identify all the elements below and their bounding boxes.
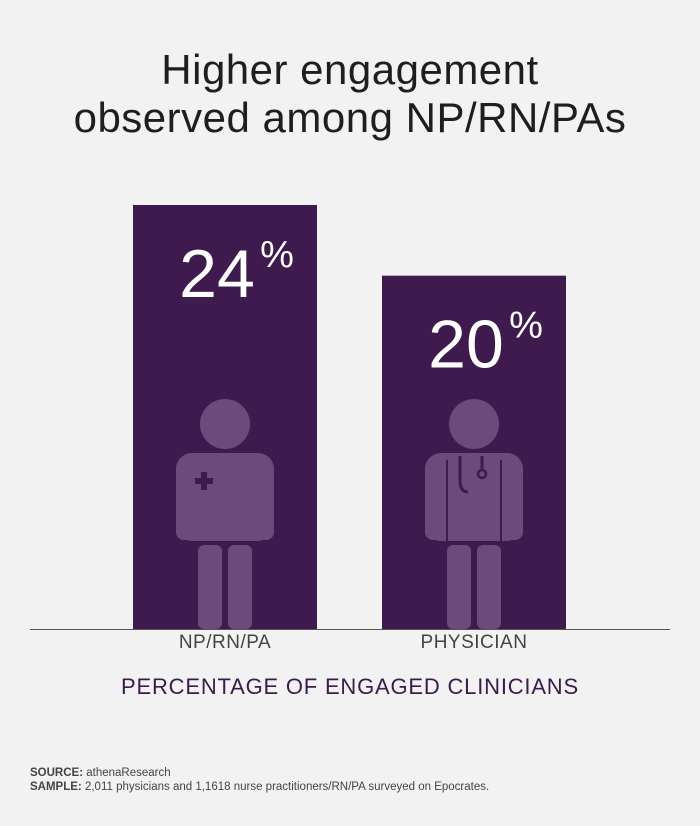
value-suffix: %: [260, 234, 294, 276]
sample-text: 2,011 physicians and 1,1618 nurse practi…: [84, 781, 490, 793]
bar-chart: 24 %20%: [30, 205, 670, 630]
source-line: SOURCE: athenaResearch: [30, 766, 489, 780]
physician-icon: [425, 399, 523, 629]
chart-title-line-1: Higher engagement: [161, 46, 539, 93]
icon-cross-horizontal: [195, 478, 213, 484]
icon-right-leg: [228, 545, 252, 629]
source-label: SOURCE:: [30, 767, 84, 779]
value-suffix: %: [509, 305, 543, 347]
bar-group-1: 20%: [382, 275, 566, 629]
icon-left-arm: [425, 470, 443, 540]
chart-title: Higher engagement observed among NP/RN/P…: [0, 46, 700, 142]
nurse-icon: [176, 399, 274, 629]
bar: [382, 275, 566, 629]
sample-label: SAMPLE:: [30, 781, 82, 793]
icon-right-arm: [505, 470, 523, 540]
icon-torso: [176, 453, 274, 541]
icon-torso: [425, 453, 523, 541]
x-tick-label-physician: PHYSICIAN: [420, 632, 528, 653]
icon-right-arm: [256, 470, 274, 540]
icon-head: [449, 399, 499, 449]
icon-left-leg: [447, 545, 471, 629]
x-tick-label-np-rn-pa: NP/RN/PA: [178, 632, 272, 653]
source-text: athenaResearch: [86, 767, 171, 779]
value-label: 20: [428, 307, 504, 383]
sample-line: SAMPLE: 2,011 physicians and 1,1618 nurs…: [30, 780, 489, 794]
icon-head: [200, 399, 250, 449]
chart-title-line-2: observed among NP/RN/PAs: [73, 94, 627, 141]
icon-left-leg: [198, 545, 222, 629]
x-axis-label: PERCENTAGE OF ENGAGED CLINICIANS: [121, 674, 579, 699]
icon-stethoscope-bell: [476, 468, 488, 480]
footer: SOURCE: athenaResearch SAMPLE: 2,011 phy…: [30, 766, 489, 794]
value-label: 24: [179, 236, 255, 312]
icon-left-arm: [176, 470, 194, 540]
icon-stethoscope: [458, 456, 484, 494]
icon-right-leg: [477, 545, 501, 629]
bar-group-0: 24%: [133, 205, 317, 629]
